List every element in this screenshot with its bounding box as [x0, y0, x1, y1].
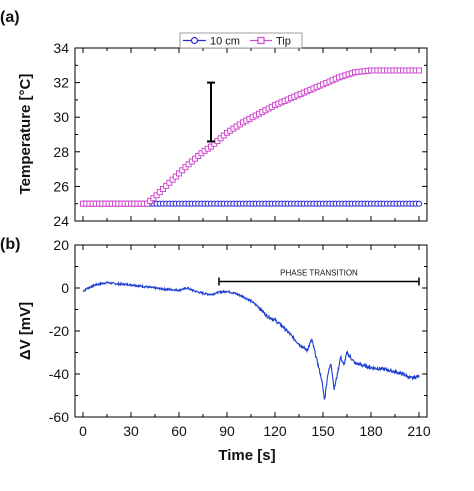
series-dv-line — [82, 280, 420, 401]
panel-b-xtick-label-6: 180 — [359, 423, 383, 439]
legend-marker-tip — [257, 36, 265, 45]
panel-b-ytick-label-3: 0 — [61, 280, 69, 296]
panel-b-ytick-label-2: -20 — [49, 323, 69, 339]
series-10cm-point-105 — [415, 200, 423, 207]
panel-b-ytick-label-4: 20 — [53, 237, 69, 253]
legend-marker-10cm — [190, 36, 199, 45]
legend-box — [179, 32, 303, 49]
panel-a-series — [79, 67, 423, 207]
panel-b-xtick-label-0: 0 — [79, 423, 87, 439]
series-tip-point-25 — [160, 185, 166, 192]
panel-a-ylabel: Temperature [°C] — [17, 74, 34, 195]
panel-a-label: (a) — [0, 9, 20, 26]
panel-b-label: (b) — [0, 236, 20, 253]
panel-a-frame — [74, 47, 428, 222]
panel-a-ytick-label-0: 24 — [53, 213, 69, 229]
panel-b-xtick-label-5: 150 — [311, 423, 335, 439]
series-tip-point-30 — [176, 170, 182, 177]
series-tip-point-31 — [179, 167, 186, 174]
panel-a-ytick-label-3: 30 — [53, 109, 69, 125]
panel-b-xtick-label-7: 210 — [407, 423, 431, 439]
panel-a-ytick-label-1: 26 — [53, 178, 69, 194]
series-tip-point-23 — [153, 192, 160, 199]
panel-b-ticks: -60 -40 -20 0 20 0 30 60 90 120 150 180 210 — [49, 237, 431, 439]
panel-a: 24 26 28 30 32 34 Temperature [°C] 10 cm Tip — [17, 32, 428, 229]
legend-label-10cm: 10 cm — [210, 36, 240, 48]
series-tip-point-29 — [172, 173, 179, 180]
series-tip-point-24 — [156, 189, 163, 196]
panel-b-series — [82, 280, 420, 401]
panel-b-xtick-label-2: 60 — [171, 423, 187, 439]
panel-b-frame — [74, 244, 428, 418]
series-tip-point-26 — [163, 182, 170, 189]
panel-b-ytick-label-0: -60 — [49, 409, 69, 425]
panel-b-xtick-label-1: 30 — [123, 423, 139, 439]
phase-transition-span: PHASE TRANSITION — [218, 269, 420, 286]
panel-a-ytick-label-2: 28 — [53, 144, 69, 160]
panel-b-xtick-label-4: 120 — [263, 423, 287, 439]
panel-b-xtick-label-3: 90 — [219, 423, 235, 439]
panel-b-ytick-label-1: -40 — [49, 366, 69, 382]
phase-transition-label: PHASE TRANSITION — [280, 269, 358, 278]
panel-a-ytick-label-5: 34 — [53, 40, 69, 56]
legend: 10 cm Tip — [179, 32, 303, 49]
legend-label-tip: Tip — [276, 36, 291, 48]
series-tip-point-27 — [166, 179, 173, 186]
panel-b-xlabel: Time [s] — [218, 447, 275, 464]
series-tip-point-28 — [169, 176, 176, 183]
panel-a-ticks: 24 26 28 30 32 34 — [53, 40, 427, 229]
series-tip-point-105 — [416, 67, 422, 74]
panel-a-ytick-label-4: 32 — [53, 75, 69, 91]
series-tip-line — [83, 69, 419, 205]
panel-b-ylabel: ΔV [mV] — [17, 302, 34, 360]
error-bar — [207, 81, 215, 143]
